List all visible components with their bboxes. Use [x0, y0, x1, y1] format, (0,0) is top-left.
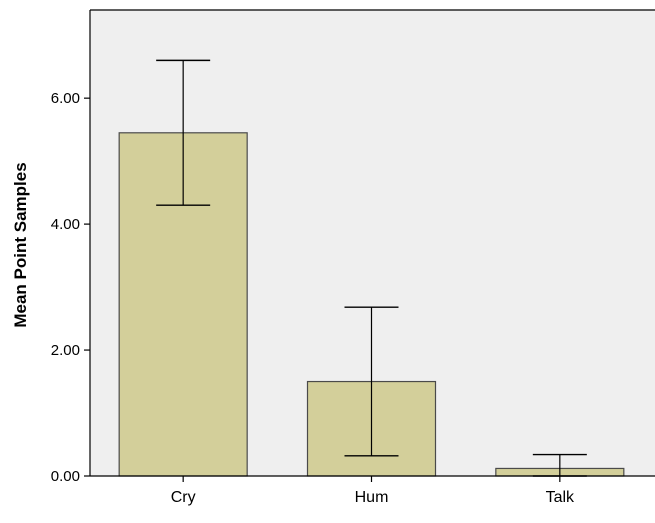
- y-tick-label: 6.00: [51, 90, 80, 107]
- x-tick-label: Cry: [171, 489, 196, 506]
- y-tick-label: 4.00: [51, 216, 80, 233]
- x-tick-label: Talk: [546, 489, 575, 506]
- y-axis-ticks: 0.00 2.00 4.00 6.00: [51, 90, 90, 485]
- y-tick-label: 2.00: [51, 342, 80, 359]
- y-tick-label: 0.00: [51, 468, 80, 485]
- x-tick-label: Hum: [355, 489, 389, 506]
- y-axis-label: Mean Point Samples: [11, 162, 30, 327]
- x-axis-ticks: Cry Hum Talk: [171, 476, 575, 506]
